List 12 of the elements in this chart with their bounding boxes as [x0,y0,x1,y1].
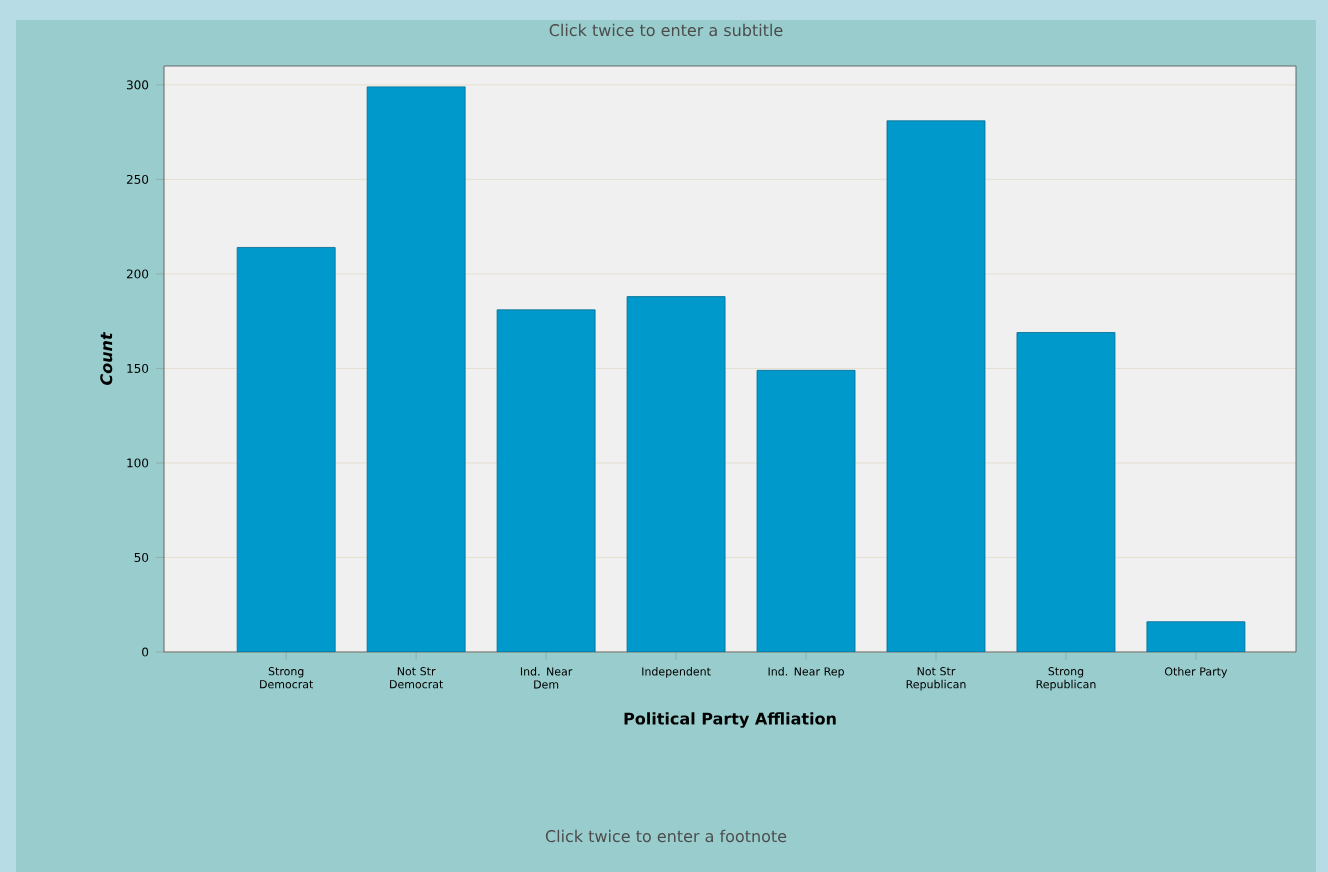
bar [1016,332,1116,652]
x-axis-title: Political Party Affliation [624,712,836,728]
bar [756,369,856,652]
text: Click twice to enter a footnote [545,829,787,843]
bar [886,120,986,652]
y-axis-title: Count [100,331,113,386]
bar [366,86,466,652]
bar [626,296,726,652]
bar [236,247,336,652]
bar [1146,621,1246,652]
bar [497,309,596,652]
chart-subtitle: Click twice to enter a subtitle [549,23,783,37]
